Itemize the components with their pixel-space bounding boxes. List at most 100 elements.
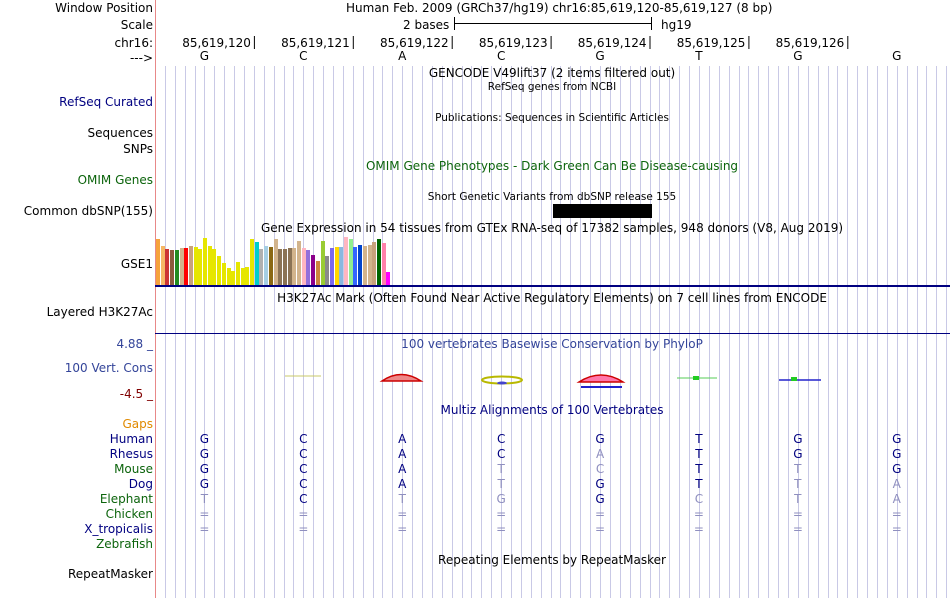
gtex-track-title[interactable]: Gene Expression in 54 tissues from GTEx … [260, 221, 844, 235]
gtex-bar[interactable] [174, 250, 179, 285]
repeatmasker-label[interactable]: RepeatMasker [67, 567, 153, 581]
gtex-bar[interactable] [198, 249, 203, 285]
phylop-glyph-4 [576, 374, 626, 383]
gtex-bar[interactable] [329, 248, 334, 285]
gse1-label[interactable]: GSE1 [120, 257, 153, 271]
gtex-bar[interactable] [245, 267, 250, 285]
gtex-bar[interactable] [306, 250, 311, 285]
gtex-bar[interactable] [325, 256, 330, 285]
species-label[interactable]: Zebrafish [96, 537, 153, 551]
species-label[interactable]: Chicken [105, 507, 153, 521]
gencode-track-title[interactable]: GENCODE V49lift37 (2 items filtered out) [428, 66, 676, 80]
gtex-bar[interactable] [334, 247, 339, 285]
publications-track-title[interactable]: Publications: Sequences in Scientific Ar… [435, 112, 669, 124]
omim-track-title[interactable]: OMIM Gene Phenotypes - Dark Green Can Be… [365, 159, 739, 173]
gtex-bar[interactable] [344, 237, 349, 285]
phylop-track-title[interactable]: 100 vertebrates Basewise Conservation by… [401, 337, 703, 351]
gtex-bar[interactable] [273, 239, 278, 285]
base-letter: G [793, 49, 803, 63]
gtex-bar[interactable] [250, 239, 255, 285]
gtex-bar[interactable] [358, 245, 363, 285]
gtex-bar[interactable] [203, 238, 208, 285]
gtex-bar[interactable] [282, 249, 287, 285]
gtex-bar[interactable] [381, 243, 386, 285]
gtex-bar[interactable] [207, 246, 212, 285]
alignment-base: = [397, 522, 408, 536]
refseq-curated-label[interactable]: RefSeq Curated [59, 95, 153, 109]
gtex-bar[interactable] [240, 268, 245, 285]
gtex-bar[interactable] [315, 261, 320, 285]
gtex-bar[interactable] [226, 268, 231, 285]
species-label[interactable]: Rhesus [109, 447, 153, 461]
alignment-base: C [299, 447, 308, 461]
alignment-base: C [595, 462, 605, 476]
gtex-bar[interactable] [170, 250, 175, 285]
phylop-label[interactable]: 100 Vert. Cons [64, 361, 153, 375]
sequences-label[interactable]: Sequences [87, 126, 153, 140]
gtex-bar[interactable] [193, 247, 198, 285]
alignment-base: A [892, 477, 901, 491]
gtex-bar[interactable] [165, 249, 170, 285]
gtex-bar[interactable] [259, 249, 264, 285]
gtex-bar[interactable] [320, 241, 325, 285]
gtex-bar[interactable] [188, 246, 193, 285]
gtex-bar[interactable] [348, 239, 353, 285]
species-label[interactable]: Elephant [99, 492, 153, 506]
dbsnp-track-title[interactable]: Short Genetic Variants from dbSNP releas… [427, 191, 677, 203]
gtex-bar[interactable] [264, 246, 269, 285]
repeatmasker-track-title[interactable]: Repeating Elements by RepeatMasker [438, 553, 666, 567]
gtex-bar[interactable] [301, 248, 306, 285]
gtex-bar[interactable] [217, 256, 222, 285]
species-label[interactable]: X_tropicalis [84, 522, 153, 536]
gtex-bar[interactable] [156, 239, 161, 285]
position-label: 85,619,126 [775, 36, 845, 50]
dbsnp-label[interactable]: Common dbSNP(155) [23, 204, 153, 218]
dbsnp-variant-feature[interactable] [553, 204, 652, 218]
alignment-base: G [892, 447, 902, 461]
gaps-label[interactable]: Gaps [122, 417, 153, 431]
base-letter: G [199, 49, 210, 63]
gtex-bar[interactable] [235, 262, 240, 285]
alignment-base: G [496, 492, 506, 506]
gtex-bar[interactable] [367, 245, 372, 285]
gtex-bar[interactable] [311, 255, 316, 285]
gtex-bar[interactable] [179, 248, 184, 285]
gtex-bar[interactable] [353, 247, 358, 285]
gtex-bar[interactable] [362, 246, 367, 285]
gtex-bar[interactable] [372, 242, 377, 285]
multiz-track-title[interactable]: Multiz Alignments of 100 Vertebrates [440, 403, 664, 417]
species-label[interactable]: Human [109, 432, 153, 446]
omim-genes-label[interactable]: OMIM Genes [77, 173, 153, 187]
alignment-base: T [497, 462, 505, 476]
snps-label[interactable]: SNPs [123, 142, 153, 156]
alignment-base: T [695, 432, 703, 446]
base-letter: C [496, 49, 506, 63]
gtex-bar[interactable] [160, 246, 165, 285]
gtex-bar[interactable] [221, 263, 226, 285]
alignment-base: T [398, 492, 406, 506]
phylop-glyphs [285, 373, 821, 388]
gtex-bar[interactable] [278, 249, 283, 285]
gtex-bar[interactable] [184, 248, 189, 285]
alignment-base: = [891, 507, 902, 521]
gtex-bar[interactable] [297, 241, 302, 285]
gtex-bar[interactable] [212, 249, 217, 285]
species-label[interactable]: Dog [128, 477, 153, 491]
scale-assembly: hg19 [661, 18, 692, 32]
alignment-base: A [595, 447, 605, 461]
base-letter: G [595, 49, 605, 63]
gtex-bar[interactable] [254, 242, 259, 285]
gtex-bar[interactable] [376, 239, 381, 285]
h3k27ac-track-title[interactable]: H3K27Ac Mark (Often Found Near Active Re… [277, 291, 827, 305]
gtex-bar[interactable] [339, 247, 344, 285]
species-label[interactable]: Mouse [114, 462, 153, 476]
gtex-bar[interactable] [231, 271, 236, 285]
gtex-bar[interactable] [287, 248, 292, 285]
h3k27ac-label[interactable]: Layered H3K27Ac [46, 305, 153, 319]
phylop-glyph-5b [693, 376, 699, 380]
gtex-bar[interactable] [386, 272, 391, 285]
gtex-bar[interactable] [268, 247, 273, 285]
refseq-track-title[interactable]: RefSeq genes from NCBI [487, 81, 617, 93]
gtex-bar[interactable] [292, 248, 297, 285]
